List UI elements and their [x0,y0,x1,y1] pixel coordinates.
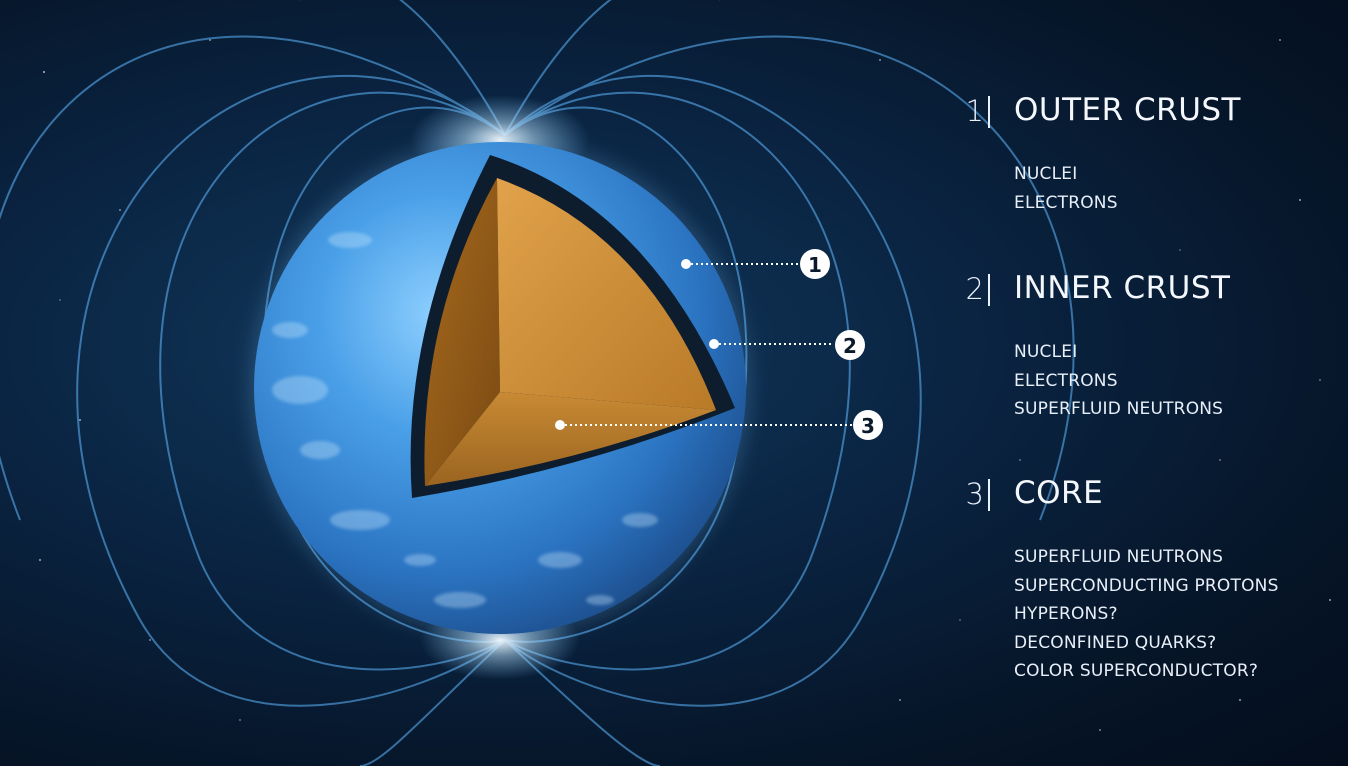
surface-texture [272,232,658,608]
callout-badge-2 [835,330,865,360]
list-item: DECONFINED QUARKS? [1014,632,1217,653]
callouts: 1 2 3 [555,249,883,440]
list-item: ELECTRONS [1014,192,1118,213]
layer-number: 1 [965,94,984,128]
core-face-right [497,178,716,410]
layer-title: CORE [1014,475,1104,511]
callout-badge-3 [853,410,883,440]
callout-label-2: 2 [843,334,857,358]
list-item: SUPERFLUID NEUTRONS [1014,547,1224,567]
divider [988,479,990,511]
layer-title: OUTER CRUST [1014,92,1241,128]
divider [988,96,990,128]
composition-list: NUCLEI ELECTRONS [1014,160,1118,217]
divider [988,274,990,306]
core-face-bottom [425,392,716,486]
layer-number: 3 [965,477,984,511]
callout-badge-1 [800,249,830,279]
callout-label-1: 1 [808,253,822,277]
list-item: SUPERCONDUCTING PROTONS [1014,575,1279,596]
layer-title: INNER CRUST [1014,270,1231,306]
list-item: NUCLEI [1014,164,1078,184]
list-item: ELECTRONS [1014,370,1118,391]
callout-label-3: 3 [861,414,875,438]
starfield [38,39,1331,731]
core-face-left [424,178,500,486]
list-item: SUPERFLUID NEUTRONS [1014,399,1224,419]
composition-list: NUCLEI ELECTRONS SUPERFLUID NEUTRONS [1014,338,1223,424]
composition-list: SUPERFLUID NEUTRONS SUPERCONDUCTING PROT… [1014,543,1279,686]
list-item: COLOR SUPERCONDUCTOR? [1014,661,1259,681]
list-item: NUCLEI [1014,342,1078,362]
list-item: HYPERONS? [1014,604,1118,624]
layer-number: 2 [965,272,984,306]
